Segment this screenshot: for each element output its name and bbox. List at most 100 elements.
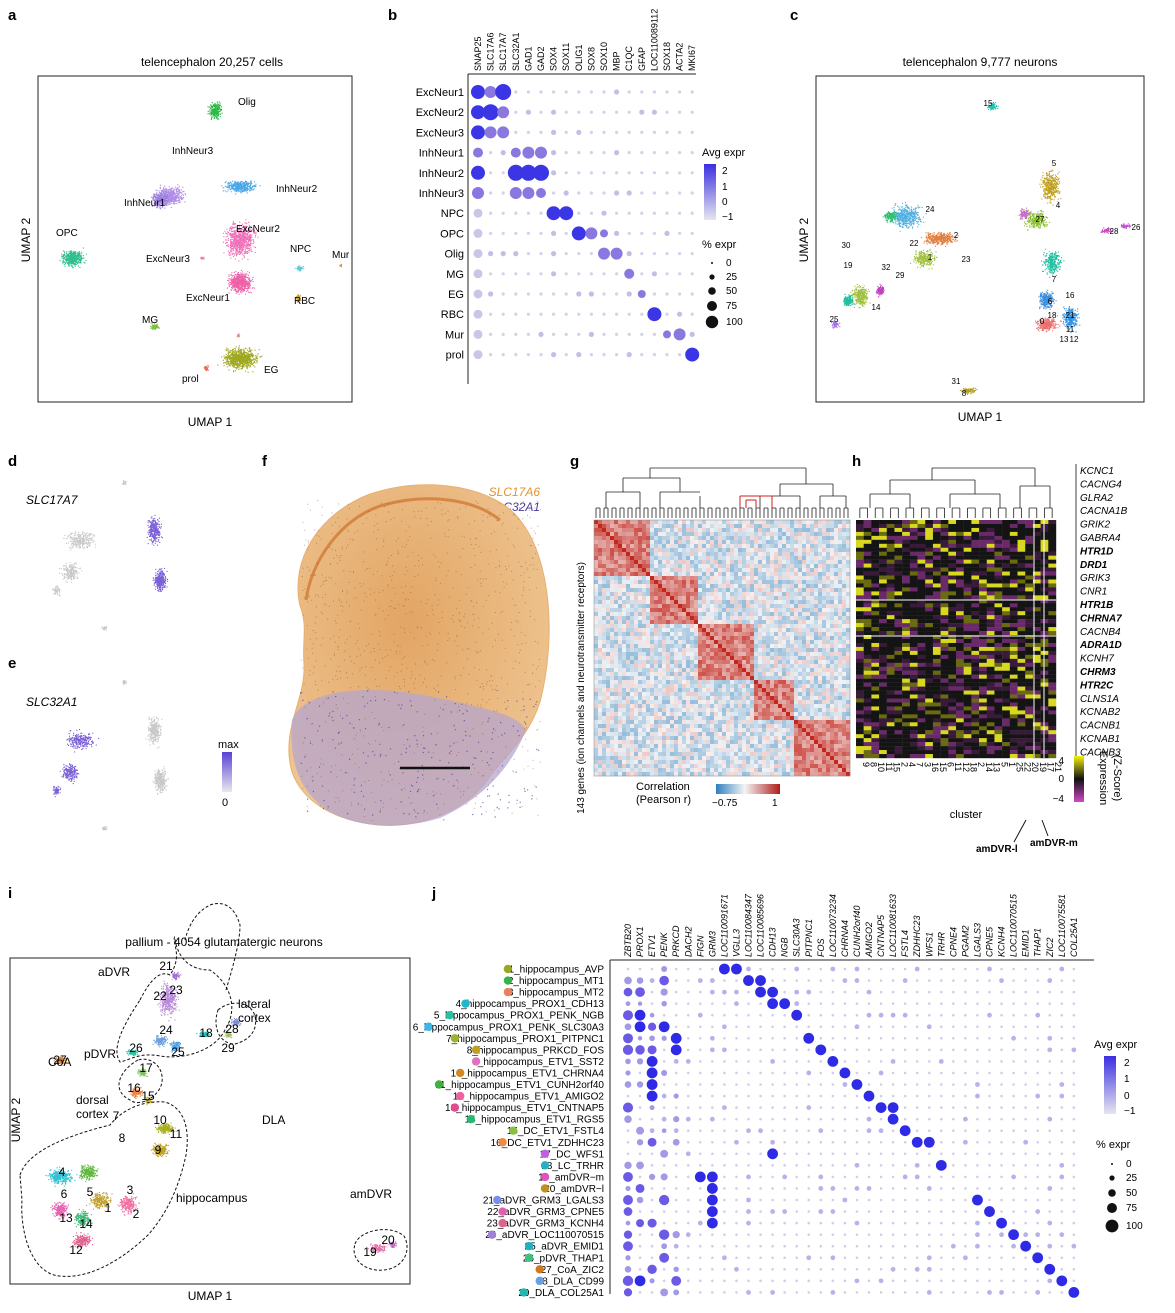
j-dot-11-32 bbox=[1012, 1094, 1015, 1098]
dot-opc-c1qc bbox=[627, 231, 631, 235]
j-dot-4-3 bbox=[662, 1013, 666, 1017]
dot-inhneur3-sox18 bbox=[665, 191, 669, 195]
gene-label-gad1: GAD1 bbox=[523, 46, 533, 71]
j-dot-9-19 bbox=[855, 1071, 859, 1075]
j-dot-10-3 bbox=[662, 1083, 666, 1086]
j-dot-5-21 bbox=[879, 1025, 883, 1029]
h-cluster-8: 3 bbox=[922, 762, 932, 767]
j-dot-11-7 bbox=[711, 1094, 714, 1098]
j-dot-8-7 bbox=[711, 1060, 714, 1063]
dot-mur-sox10 bbox=[602, 332, 606, 336]
j-dot-22-2 bbox=[647, 1218, 657, 1228]
j-dot-16-18 bbox=[843, 1152, 847, 1156]
j-dot-25-28 bbox=[963, 1255, 968, 1261]
panel-h-annot1: amDVR-l bbox=[976, 844, 1018, 855]
dot-npc-mbp bbox=[615, 211, 619, 215]
j-dot-25-32 bbox=[1012, 1256, 1015, 1260]
j-dot-28-10 bbox=[746, 1290, 751, 1295]
j-dot-15-7 bbox=[711, 1140, 714, 1144]
j-dot-12-19 bbox=[855, 1106, 859, 1109]
j-dot-14-17 bbox=[831, 1129, 835, 1132]
j-dot-9-31 bbox=[1000, 1071, 1003, 1075]
j-dot-28-29 bbox=[976, 1291, 979, 1294]
j-dot-3-31 bbox=[1000, 1002, 1003, 1005]
j-dot-26-32 bbox=[1012, 1268, 1015, 1271]
dot-prol-sox8 bbox=[589, 353, 594, 357]
j-dot-19-4 bbox=[674, 1187, 678, 1190]
j-dot-1-2 bbox=[649, 978, 655, 983]
j-dot-6-26 bbox=[940, 1037, 943, 1040]
dot-olig-gfap bbox=[640, 252, 644, 256]
j-dot-26-23 bbox=[903, 1268, 907, 1271]
j-dot-13-10 bbox=[747, 1117, 750, 1121]
j-dot-17-15 bbox=[807, 1164, 811, 1167]
j-dot-27-19 bbox=[854, 1278, 860, 1284]
j-dot-20-26 bbox=[940, 1198, 943, 1202]
j-dot-12-26 bbox=[940, 1106, 943, 1109]
j-dot-17-36 bbox=[1059, 1162, 1065, 1168]
j-dot-24-14 bbox=[795, 1244, 798, 1248]
j-dot-23-11 bbox=[759, 1233, 762, 1236]
j-dot-18-18 bbox=[843, 1175, 847, 1179]
j-dot-20-8 bbox=[723, 1198, 726, 1202]
j-dot-25-33 bbox=[1024, 1256, 1027, 1260]
j-dot-26-15 bbox=[807, 1268, 811, 1271]
j-dot-23-28 bbox=[964, 1233, 967, 1236]
h-gene-clns1a: CLNS1A bbox=[1080, 694, 1119, 705]
j-dot-6-36 bbox=[1060, 1037, 1064, 1040]
j-dot-8-35 bbox=[1048, 1060, 1052, 1063]
j-dot-26-2 bbox=[647, 1264, 657, 1274]
j-dot-8-31 bbox=[1000, 1060, 1003, 1063]
j-dot-28-35 bbox=[1048, 1291, 1052, 1294]
j-dot-11-28 bbox=[964, 1094, 967, 1098]
j-dot-7-18 bbox=[843, 1048, 847, 1052]
j-dot-27-4 bbox=[671, 1275, 682, 1286]
c-cluster-24: 24 bbox=[926, 205, 935, 214]
j-dot-1-29 bbox=[976, 979, 979, 982]
dot-inhneur3-sox4 bbox=[552, 191, 556, 195]
j-dot-22-30 bbox=[988, 1221, 991, 1225]
j-row-9: 10_hippocampus_ETV1_CHRNA4 bbox=[451, 1068, 605, 1079]
dot-excneur2-sox10 bbox=[602, 110, 606, 114]
i-cluster-14: 14 bbox=[79, 1217, 93, 1231]
j-dot-13-33 bbox=[1024, 1117, 1027, 1121]
gene-label-sox10: SOX10 bbox=[599, 42, 609, 71]
j-dot-4-19 bbox=[855, 1013, 859, 1017]
j-dot-24-22 bbox=[891, 1244, 895, 1248]
dot-excneur1-slc32a1 bbox=[514, 90, 518, 94]
j-dot-12-34 bbox=[1036, 1106, 1039, 1109]
j-dot-12-12 bbox=[771, 1106, 774, 1109]
j-dot-6-19 bbox=[855, 1037, 859, 1040]
j-dot-3-23 bbox=[903, 1002, 907, 1005]
panel-c-label: c bbox=[790, 7, 798, 24]
j-dot-16-25 bbox=[927, 1152, 931, 1156]
j-dot-18-34 bbox=[1036, 1175, 1039, 1179]
j-dot-3-22 bbox=[891, 1002, 895, 1005]
j-dot-17-33 bbox=[1024, 1164, 1027, 1167]
gene-label-loc110089112: LOC110089112 bbox=[649, 9, 659, 71]
h-gene-cnr1: CNR1 bbox=[1080, 587, 1107, 598]
dot-olig-slc17a6 bbox=[488, 251, 494, 257]
j-dot-9-35 bbox=[1048, 1071, 1052, 1075]
j-dot-12-33 bbox=[1024, 1106, 1027, 1109]
dot-mur-snap25 bbox=[473, 329, 483, 339]
j-dot-3-25 bbox=[927, 1002, 931, 1005]
j-dot-24-25 bbox=[927, 1244, 931, 1248]
j-dot-21-6 bbox=[699, 1210, 702, 1213]
j-dot-7-36 bbox=[1060, 1048, 1064, 1052]
h-cluster-15: 2 bbox=[976, 762, 986, 767]
j-dot-2-17 bbox=[831, 990, 835, 994]
dot-olig-mbp bbox=[610, 247, 623, 260]
j-dot-25-2 bbox=[650, 1256, 654, 1260]
dot-opc-sox4 bbox=[551, 230, 557, 236]
j-dot-9-20 bbox=[867, 1071, 871, 1075]
c-cluster-4: 4 bbox=[1056, 201, 1061, 210]
j-dot-0-14 bbox=[794, 966, 800, 972]
j-dot-18-37 bbox=[1072, 1175, 1076, 1179]
j-dot-26-22 bbox=[890, 1266, 896, 1272]
dot-npc-c1qc bbox=[627, 211, 631, 215]
j-dot-13-26 bbox=[940, 1117, 943, 1121]
panel-i-region-labels: aDVR lateral cortex CoA pDVR dorsal cort… bbox=[48, 965, 392, 1205]
dot-opc-mki67 bbox=[690, 231, 694, 235]
j-dot-12-7 bbox=[711, 1106, 714, 1109]
